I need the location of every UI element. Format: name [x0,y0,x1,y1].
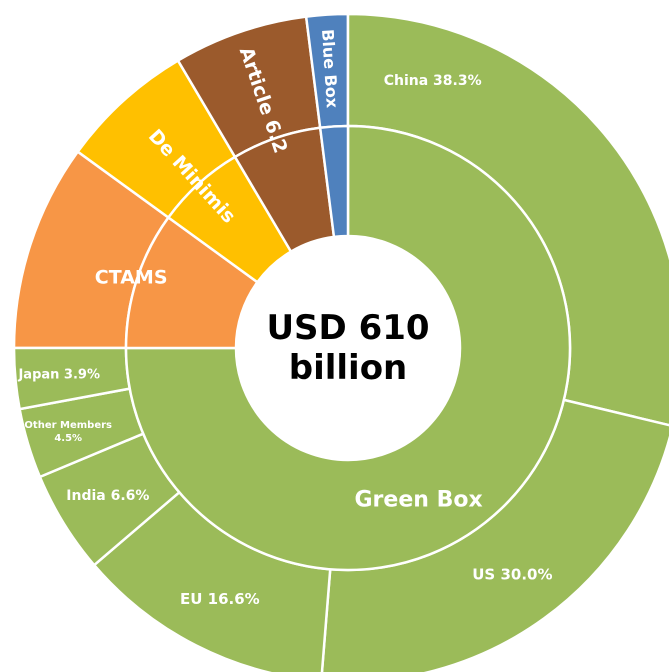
label-blue-box: Blue Box [318,29,342,110]
outer-label-us: US 30.0% [472,566,552,584]
inner-label-green-box: Green Box [354,487,482,512]
outer-label-japan: Japan 3.9% [17,367,100,382]
outer-ring-layer [12,12,669,672]
outer-label-india: India 6.6% [66,488,149,504]
outer-label-other-members: Other Members 4.5% [24,420,112,444]
outer-label-eu: EU 16.6% [180,590,260,608]
outer-label-china: China 38.3% [384,73,482,89]
center-total-label: USD 610 billion [266,308,429,388]
center-hole [236,236,460,460]
label-ctams: CTAMS [95,267,168,289]
